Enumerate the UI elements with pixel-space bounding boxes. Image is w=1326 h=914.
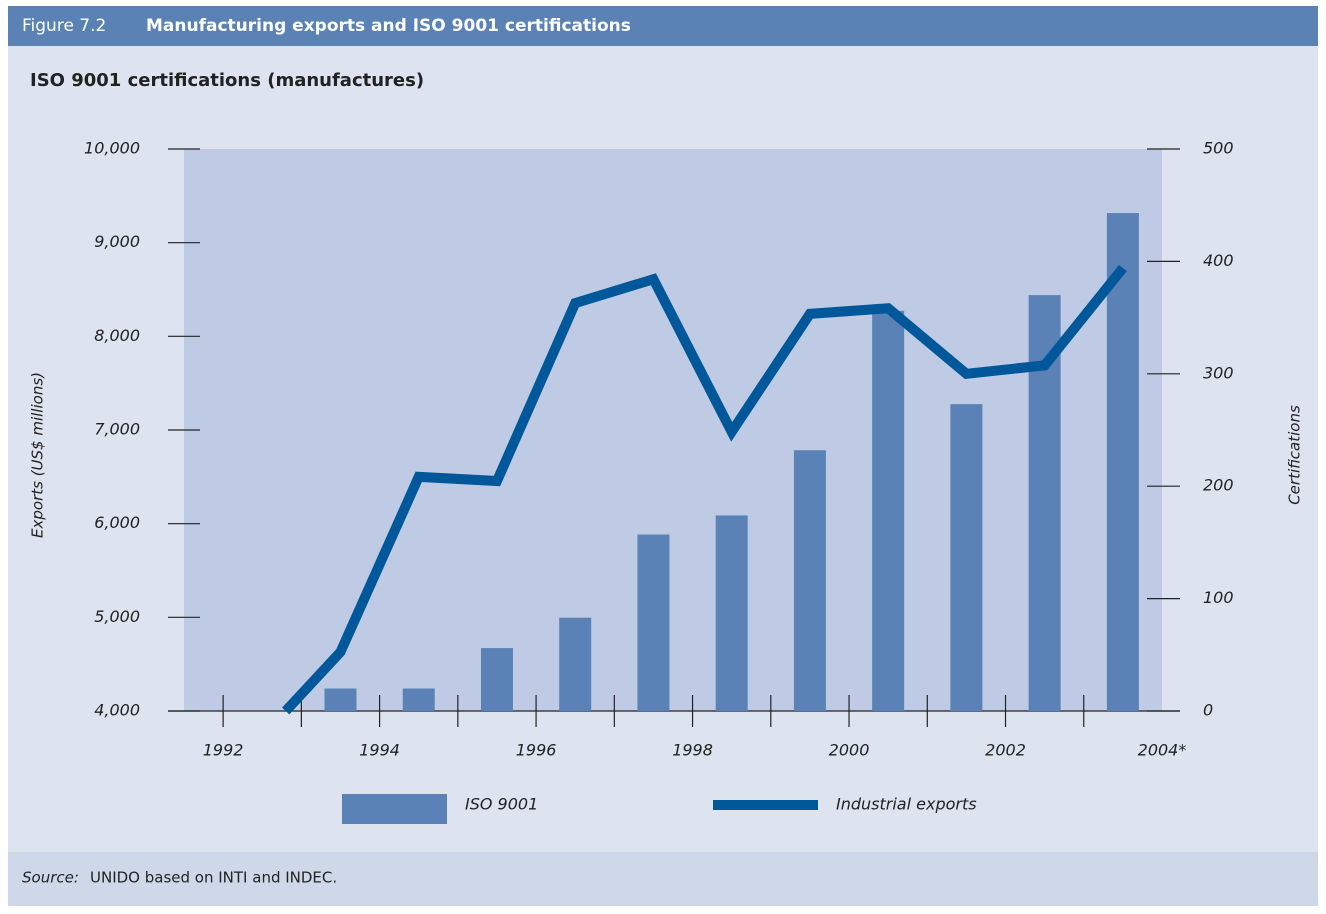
bar (1106, 213, 1139, 711)
y2-tick-label: 0 (1203, 701, 1213, 720)
bar (637, 534, 670, 711)
x-tick-label: 1994 (359, 741, 400, 760)
y-tick-label: 9,000 (94, 232, 140, 251)
legend-label: Industrial exports (836, 795, 977, 814)
y-tick-label: 7,000 (94, 420, 140, 439)
bar (402, 688, 435, 711)
legend-swatch (342, 794, 447, 824)
x-tick-label: 2002 (985, 741, 1026, 760)
y2-tick-label: 300 (1203, 363, 1234, 382)
bar (324, 688, 357, 711)
x-tick-label: 1998 (672, 741, 713, 760)
y-tick-label: 8,000 (94, 326, 140, 345)
y2-tick-label: 400 (1203, 251, 1234, 270)
y2-axis-label: Certifications (1286, 405, 1304, 505)
bar (950, 404, 983, 711)
chart-subtitle: ISO 9001 certifications (manufactures) (30, 70, 424, 91)
source-text: UNIDO based on INTI and INDEC. (90, 869, 337, 887)
figure-label: Figure 7.2 (22, 16, 106, 36)
chart-title: Manufacturing exports and ISO 9001 certi… (146, 16, 631, 36)
bar (559, 617, 592, 711)
line (282, 264, 1127, 715)
legend-label: ISO 9001 (465, 795, 538, 814)
y2-tick-label: 500 (1203, 139, 1234, 158)
y-tick-label: 6,000 (94, 513, 140, 532)
x-tick-label: 2000 (829, 741, 870, 760)
y2-tick-label: 100 (1203, 588, 1234, 607)
x-tick-label: 1996 (516, 741, 557, 760)
x-tick-label: 1992 (203, 741, 244, 760)
y-axis-label: Exports (US$ millions) (29, 372, 47, 538)
plot-area (184, 149, 1162, 711)
y2-tick-label: 200 (1203, 476, 1234, 495)
y-tick-label: 10,000 (84, 139, 140, 158)
bar (715, 515, 748, 711)
bar (872, 310, 905, 711)
y-tick-label: 4,000 (94, 701, 140, 720)
bar (793, 450, 826, 711)
bar (480, 648, 513, 711)
y-tick-label: 5,000 (94, 607, 140, 626)
footer-band (8, 852, 1318, 906)
header-bar (8, 6, 1318, 46)
x-tick-label: 2004* (1138, 741, 1187, 760)
source-label: Source: (22, 869, 79, 887)
